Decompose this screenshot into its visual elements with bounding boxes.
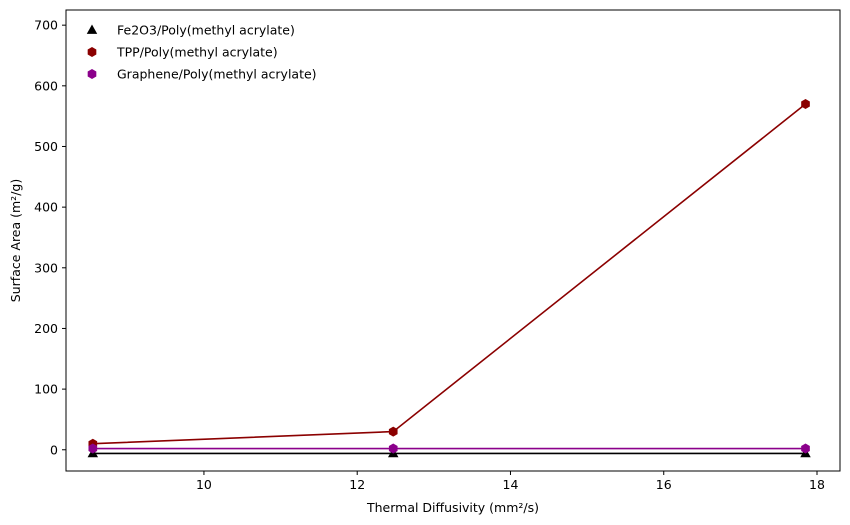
x-tick-label: 18: [809, 477, 825, 492]
legend-marker: [86, 24, 98, 34]
y-axis-title: Surface Area (m²/g): [8, 179, 23, 302]
y-tick-label: 200: [34, 321, 58, 336]
data-point: [801, 99, 810, 110]
x-tick-label: 16: [656, 477, 672, 492]
legend-item: Fe2O3/Poly(methyl acrylate): [86, 23, 295, 38]
x-axis-title: Thermal Diffusivity (mm²/s): [366, 500, 539, 515]
legend-marker: [87, 47, 97, 57]
data-point: [88, 443, 98, 454]
x-tick-label: 14: [503, 477, 519, 492]
x-tick-label: 10: [196, 477, 212, 492]
data-point: [388, 426, 398, 437]
legend-label: Fe2O3/Poly(methyl acrylate): [117, 23, 295, 38]
x-tick-label: 12: [349, 477, 365, 492]
legend-label: Graphene/Poly(methyl acrylate): [117, 67, 317, 82]
legend: Fe2O3/Poly(methyl acrylate) TPP/Poly(meth…: [86, 23, 317, 82]
y-tick-label: 500: [34, 139, 58, 154]
legend-marker: [87, 69, 97, 79]
y-axis: 0 100 200 300 400 500 600 700: [34, 18, 66, 457]
y-tick-label: 300: [34, 260, 58, 275]
y-tick-label: 700: [34, 18, 58, 33]
legend-label: TPP/Poly(methyl acrylate): [116, 45, 278, 60]
legend-item: Graphene/Poly(methyl acrylate): [87, 67, 317, 82]
y-tick-label: 600: [34, 78, 58, 93]
y-tick-label: 400: [34, 200, 58, 215]
y-tick-label: 0: [50, 442, 58, 457]
legend-item: TPP/Poly(methyl acrylate): [87, 45, 278, 60]
plot-frame: [65, 9, 841, 472]
series-markers: [87, 99, 811, 458]
data-point: [388, 443, 398, 454]
data-point: [801, 443, 810, 454]
x-axis: 10 12 14 16 18: [196, 471, 825, 492]
y-tick-label: 100: [34, 382, 58, 397]
